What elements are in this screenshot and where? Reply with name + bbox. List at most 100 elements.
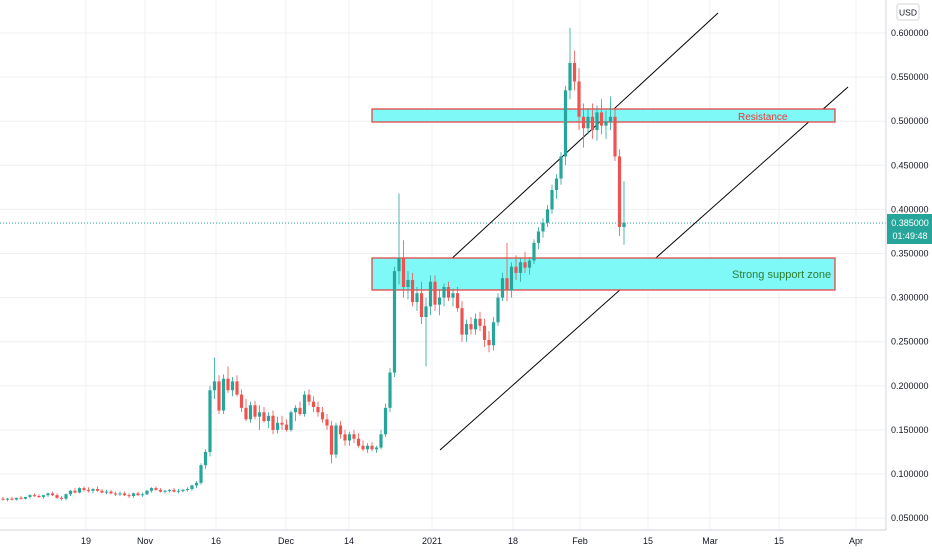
currency-button-label[interactable]: USD — [899, 8, 917, 18]
candle-body — [271, 415, 275, 430]
y-tick-label: 0.300000 — [891, 293, 929, 303]
candle — [149, 487, 154, 493]
candle-body — [374, 447, 379, 450]
candle — [370, 442, 374, 452]
resistance-label[interactable]: Resistance — [738, 112, 788, 123]
candle — [554, 174, 559, 199]
candle-body — [392, 271, 397, 373]
candle-body — [59, 497, 64, 499]
price-axis-panel[interactable] — [886, 0, 932, 550]
candle-body — [149, 488, 154, 491]
candle — [253, 400, 257, 420]
candle — [559, 152, 563, 185]
candle-body — [73, 490, 77, 493]
candle-body — [199, 465, 203, 483]
support-label[interactable]: Strong support zone — [732, 269, 831, 281]
candle — [172, 488, 176, 493]
candle-body — [590, 116, 595, 131]
candle — [550, 184, 554, 214]
y-tick-label: 0.250000 — [891, 337, 929, 347]
price-axis[interactable]: 0.600000 0.550000 0.500000 0.450000 0.400000… — [891, 28, 929, 523]
candle-body — [617, 156, 622, 228]
drawing-layer[interactable] — [371, 12, 849, 451]
time-axis[interactable]: 19 Nov 16 Dec 14 2021 18 Feb 15 Mar 15 Apr — [81, 536, 863, 546]
candle-body — [455, 293, 460, 309]
channel-upper-line[interactable] — [447, 12, 719, 263]
last-price-value: 0.385000 — [891, 218, 929, 228]
candle — [608, 96, 613, 131]
candle — [356, 433, 361, 448]
candle — [46, 492, 50, 497]
currency-button-frame[interactable] — [896, 3, 920, 21]
candle-body — [122, 493, 127, 496]
candle — [581, 103, 586, 148]
candle-body — [446, 287, 451, 298]
candle-body — [316, 406, 320, 413]
x-tick-label: Nov — [137, 536, 154, 546]
candle — [257, 405, 262, 430]
candle-body — [140, 494, 145, 496]
bar-countdown: 01:49:48 — [892, 231, 927, 241]
candle — [518, 257, 523, 282]
candle-body — [545, 209, 550, 223]
candle — [19, 496, 23, 500]
x-tick-label: Apr — [849, 536, 863, 546]
time-axis-panel[interactable] — [0, 530, 932, 550]
x-tick-label: 14 — [344, 536, 354, 546]
candle-body — [100, 490, 104, 493]
candle-body — [5, 498, 10, 500]
candle — [203, 449, 208, 469]
candle-body — [50, 493, 55, 496]
candle — [280, 415, 284, 430]
candle — [406, 271, 410, 300]
candle-body — [82, 488, 86, 490]
candle-body — [320, 412, 325, 420]
candle — [424, 297, 428, 367]
candle-body — [226, 378, 230, 391]
candle — [1, 496, 5, 501]
candle — [527, 257, 532, 275]
y-tick-label: 0.550000 — [891, 72, 929, 82]
candle-body — [239, 394, 244, 408]
x-tick-label: 15 — [643, 536, 653, 546]
candle-body — [532, 242, 536, 261]
candle-body — [424, 306, 428, 318]
candle-body — [41, 495, 46, 497]
candle — [86, 487, 91, 493]
candle — [109, 489, 113, 495]
candle-body — [118, 493, 122, 495]
candle-body — [212, 381, 217, 391]
candle — [455, 287, 460, 312]
candle — [446, 281, 451, 302]
resistance-zone-rect[interactable] — [371, 108, 836, 123]
candle — [523, 251, 527, 273]
candle-body — [563, 90, 568, 157]
candle — [73, 488, 77, 494]
candle — [320, 406, 325, 423]
candle-body — [410, 279, 415, 303]
candle — [32, 493, 37, 497]
candle-body — [275, 422, 280, 430]
candle-body — [104, 491, 109, 493]
candle — [428, 275, 433, 316]
candle-body — [136, 493, 140, 496]
candle-body — [550, 189, 554, 210]
candle-body — [577, 81, 581, 117]
candle-body — [311, 401, 316, 407]
currency-button[interactable]: USD — [896, 3, 920, 21]
candle — [572, 50, 577, 91]
candle-body — [473, 318, 478, 330]
candle-body — [109, 491, 113, 494]
candle-body — [415, 293, 419, 303]
candle — [122, 491, 127, 497]
candle — [374, 445, 379, 453]
candle — [379, 429, 383, 450]
candle — [262, 406, 266, 423]
candle — [622, 181, 626, 245]
candle-body — [370, 445, 374, 450]
candle-body — [185, 488, 190, 490]
candle-body — [500, 278, 505, 298]
candle — [271, 410, 275, 435]
support-zone-rect[interactable] — [371, 257, 836, 291]
